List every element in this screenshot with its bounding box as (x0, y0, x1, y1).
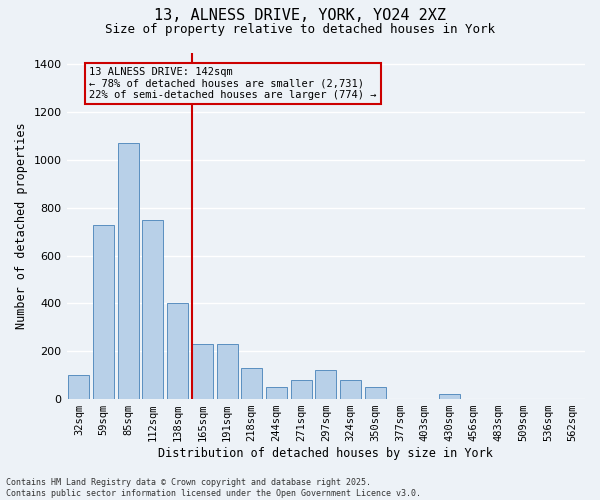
Bar (315, 370, 336, 399)
Bar (290, 380, 311, 399)
Bar (241, 368, 262, 399)
Y-axis label: Number of detached properties: Number of detached properties (15, 122, 28, 329)
Text: 13, ALNESS DRIVE, YORK, YO24 2XZ: 13, ALNESS DRIVE, YORK, YO24 2XZ (154, 8, 446, 22)
Bar (93, 224, 114, 399)
X-axis label: Distribution of detached houses by size in York: Distribution of detached houses by size … (158, 447, 493, 460)
Bar (266, 387, 287, 399)
Bar (167, 304, 188, 399)
Bar (340, 380, 361, 399)
Bar (365, 387, 386, 399)
Text: Contains HM Land Registry data © Crown copyright and database right 2025.
Contai: Contains HM Land Registry data © Crown c… (6, 478, 421, 498)
Text: Size of property relative to detached houses in York: Size of property relative to detached ho… (105, 22, 495, 36)
Bar (118, 144, 139, 399)
Bar (68, 375, 89, 399)
Bar (439, 394, 460, 399)
Bar (142, 220, 163, 399)
Bar (217, 344, 238, 399)
Text: 13 ALNESS DRIVE: 142sqm
← 78% of detached houses are smaller (2,731)
22% of semi: 13 ALNESS DRIVE: 142sqm ← 78% of detache… (89, 67, 377, 100)
Bar (192, 344, 213, 399)
